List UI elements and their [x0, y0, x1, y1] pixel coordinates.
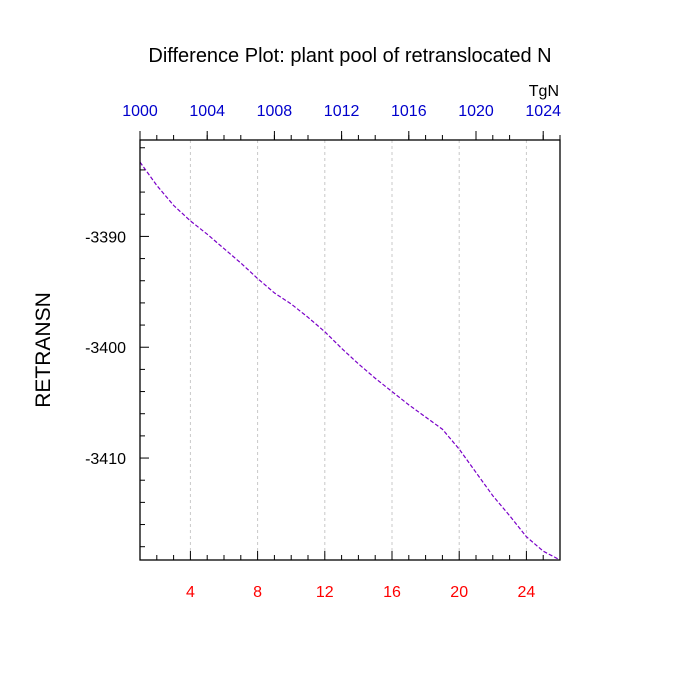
- data-series: [139, 161, 561, 561]
- x-gridlines: [189, 140, 527, 560]
- plot-frame: [139, 139, 561, 561]
- x-tick-label: 12: [316, 584, 334, 601]
- top-tick-label: 1000: [122, 103, 158, 120]
- x-tick-label: 4: [186, 584, 195, 601]
- top-tick-label: 1004: [189, 103, 225, 120]
- axis-ticks: [139, 131, 561, 560]
- tick-labels: 4 8 12 16 20 24 1000 1004 1008 1012 1016 1020 1024 -3…: [85, 103, 561, 601]
- y-axis-label: RETRANSN: [32, 292, 55, 408]
- top-tick-label: 1008: [257, 103, 293, 120]
- x-tick-label: 24: [518, 584, 536, 601]
- chart-title: Difference Plot: plant pool of retranslo…: [148, 45, 551, 67]
- series-line: [139, 161, 561, 561]
- top-axis-unit: TgN: [529, 83, 559, 100]
- top-tick-label: 1024: [525, 103, 561, 120]
- y-tick-label: -3410: [85, 451, 126, 468]
- top-tick-label: 1012: [324, 103, 360, 120]
- top-tick-label: 1016: [391, 103, 427, 120]
- x-tick-label: 8: [253, 584, 262, 601]
- top-tick-label: 1020: [458, 103, 494, 120]
- x-tick-label: 20: [450, 584, 468, 601]
- x-tick-label: 16: [383, 584, 401, 601]
- y-tick-label: -3400: [85, 340, 126, 357]
- y-tick-label: -3390: [85, 229, 126, 246]
